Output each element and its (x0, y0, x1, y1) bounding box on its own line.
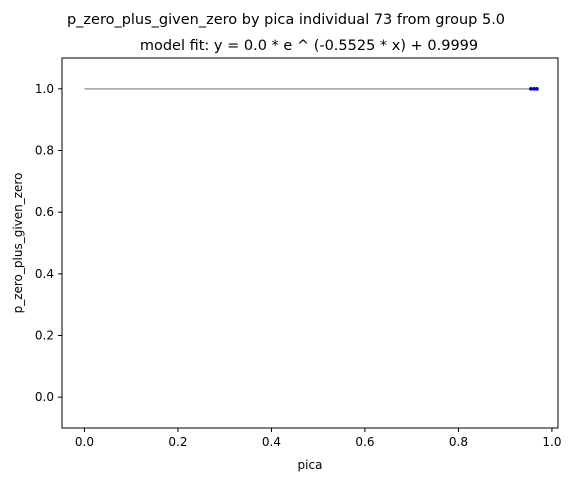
y-tick-label: 0.6 (35, 205, 54, 219)
y-axis: 0.0 0.2 0.4 0.6 0.8 1.0 (35, 82, 62, 404)
x-tick-label: 0.2 (168, 435, 187, 449)
chart-title: p_zero_plus_given_zero by pica individua… (67, 12, 505, 28)
x-tick-label: 0.8 (449, 435, 468, 449)
x-axis-label: pica (298, 458, 323, 472)
x-tick-label: 0.0 (75, 435, 94, 449)
y-tick-label: 0.0 (35, 390, 54, 404)
y-tick-label: 0.8 (35, 144, 54, 158)
y-axis-label: p_zero_plus_given_zero (11, 173, 25, 314)
plot-area (61, 57, 559, 429)
y-tick-label: 0.2 (35, 329, 54, 343)
y-tick-label: 0.4 (35, 267, 54, 281)
x-tick-label: 0.4 (262, 435, 281, 449)
series-layer (84, 87, 539, 91)
y-tick-label: 1.0 (35, 82, 54, 96)
data-point (532, 87, 536, 91)
data-point (529, 87, 533, 91)
chart-subtitle: model fit: y = 0.0 * e ^ (-0.5525 * x) +… (140, 38, 478, 54)
x-tick-label: 1.0 (542, 435, 561, 449)
data-point (535, 87, 539, 91)
x-tick-label: 0.6 (355, 435, 374, 449)
x-axis: 0.0 0.2 0.4 0.6 0.8 1.0 (75, 428, 561, 449)
